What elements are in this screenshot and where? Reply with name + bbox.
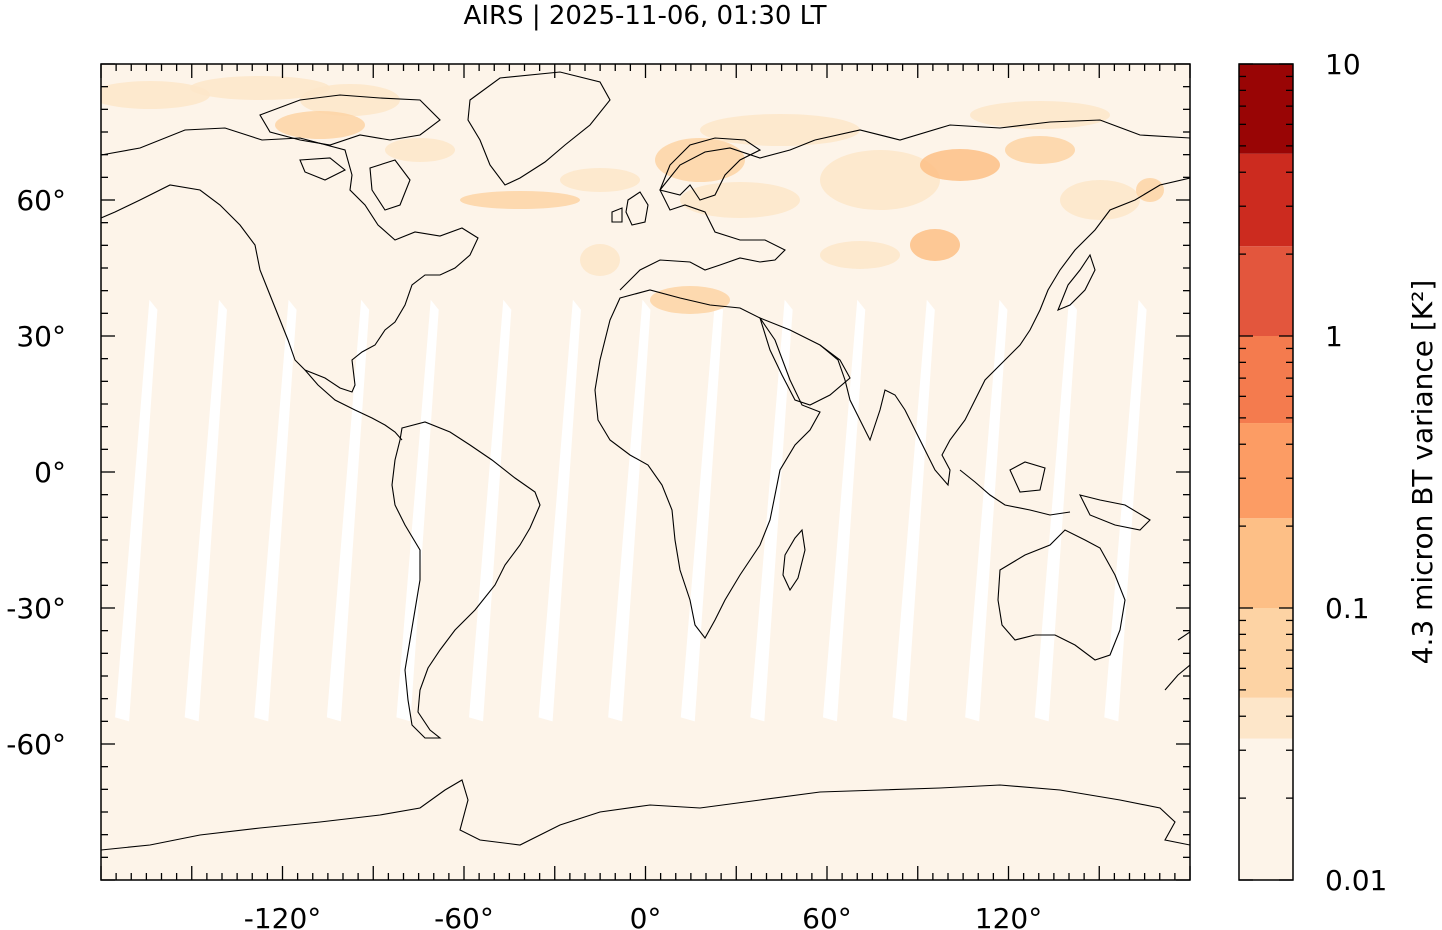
variance-patch (820, 150, 940, 210)
colorbar-tick-label: 0.01 (1325, 864, 1387, 897)
swath-gap (965, 299, 1008, 722)
colorbar (1239, 64, 1293, 880)
y-tick-label: -30° (6, 592, 66, 625)
coast-scandinavia (659, 137, 762, 201)
colorbar-tick-label: 1 (1325, 320, 1343, 353)
colorbar-bin (1239, 64, 1293, 154)
x-tick-label: -120° (244, 902, 322, 930)
variance-patch (460, 191, 580, 209)
variance-patch (910, 229, 960, 261)
variance-patch (1005, 136, 1075, 164)
variance-patch (820, 241, 900, 269)
swath-gap (115, 299, 158, 722)
variance-patch (101, 81, 210, 109)
x-tick-label: -60° (434, 902, 494, 930)
colorbar-bin (1239, 153, 1293, 247)
coast-arctic-islands (259, 94, 441, 211)
coast-britain (611, 191, 649, 226)
colorbar-bin (1239, 608, 1293, 698)
swath-gap (680, 299, 724, 722)
variance-patch (190, 76, 330, 100)
coast-japan (1057, 253, 1096, 312)
y-tick-label: -60° (6, 728, 66, 761)
swath-gap (892, 299, 935, 722)
swath-gap (1104, 299, 1147, 722)
map-ticks (100, 63, 1191, 881)
variance-patch (920, 149, 1000, 181)
colorbar-bin (1239, 697, 1293, 739)
coast-madagascar (782, 528, 806, 592)
swath-gap (822, 299, 866, 722)
coast-south-america (391, 421, 541, 739)
colorbar-bin (1239, 423, 1293, 519)
coast-africa (594, 289, 821, 639)
swath-gap (1034, 299, 1077, 722)
variance-patch (275, 111, 365, 139)
colorbar-tick-labels: 10 1 0.1 0.01 (1325, 48, 1387, 897)
swath-gaps (115, 299, 1147, 722)
variance-patch (560, 168, 640, 192)
colorbar-bin (1239, 336, 1293, 424)
x-axis-labels: -120° -60° 0° 60° 120° (244, 902, 1043, 930)
x-tick-label: 60° (802, 902, 852, 930)
variance-patch (385, 138, 455, 162)
map-panel (101, 64, 1190, 880)
map-title: AIRS | 2025-11-06, 01:30 LT (464, 1, 827, 31)
variance-patch (700, 114, 860, 146)
coast-indonesia (959, 461, 1151, 531)
swath-gap (254, 299, 297, 722)
colorbar-ticks (1239, 63, 1293, 881)
y-tick-label: 60° (16, 184, 66, 217)
coast-australia (997, 529, 1126, 661)
colorbar-tick-label: 10 (1325, 48, 1361, 81)
coast-central-america (304, 369, 403, 441)
variance-patches (101, 76, 1164, 314)
coast-new-zealand (1164, 631, 1190, 691)
coast-greenland (467, 71, 611, 186)
coast-asia (814, 119, 1190, 487)
variance-patch (580, 244, 620, 276)
coast-antarctica (101, 779, 1190, 851)
variance-patch (970, 101, 1110, 129)
swath-gap (608, 299, 651, 722)
colorbar-bin (1239, 246, 1293, 336)
coast-europe (619, 139, 816, 291)
colorbar-bin (1239, 518, 1293, 608)
variance-patch (655, 138, 745, 182)
swath-gap (538, 299, 581, 722)
colorbar-title: 4.3 micron BT variance [K²] (1406, 280, 1439, 665)
colorbar-frame (1238, 63, 1294, 881)
coast-north-america (101, 127, 479, 393)
variance-patch (300, 84, 400, 116)
variance-patch (1060, 180, 1140, 220)
swath-gap (469, 299, 512, 722)
colorbar-bin (1239, 738, 1293, 880)
y-tick-label: 0° (34, 456, 66, 489)
coastlines (101, 71, 1190, 851)
x-tick-label: 0° (630, 902, 662, 930)
variance-patch (680, 182, 800, 218)
y-axis-labels: 60° 30° 0° -30° -60° (6, 184, 66, 761)
swath-gap (184, 299, 227, 722)
map-background (101, 64, 1190, 880)
swath-gap (396, 299, 439, 722)
colorbar-tick-label: 0.1 (1325, 592, 1370, 625)
coast-arabia (759, 317, 851, 406)
y-tick-label: 30° (16, 320, 66, 353)
variance-patch (1136, 178, 1164, 202)
swath-gap (326, 299, 370, 722)
x-tick-label: 120° (975, 902, 1042, 930)
